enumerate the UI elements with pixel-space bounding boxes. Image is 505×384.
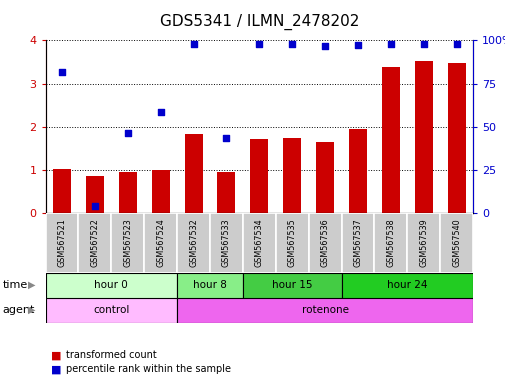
- Text: agent: agent: [3, 305, 35, 315]
- Text: percentile rank within the sample: percentile rank within the sample: [66, 364, 230, 374]
- Text: time: time: [3, 280, 28, 290]
- Point: [452, 41, 460, 47]
- Bar: [111, 213, 144, 273]
- Bar: [217, 172, 235, 213]
- Text: GSM567534: GSM567534: [255, 218, 263, 267]
- Text: GSM567538: GSM567538: [386, 218, 394, 267]
- Bar: [407, 213, 439, 273]
- Text: GSM567522: GSM567522: [90, 218, 99, 267]
- Point: [287, 41, 295, 47]
- Bar: [184, 134, 202, 213]
- Text: GSM567532: GSM567532: [189, 218, 197, 267]
- Bar: [275, 213, 308, 273]
- Point: [58, 69, 66, 75]
- Bar: [447, 63, 465, 213]
- Bar: [78, 213, 111, 273]
- Bar: [45, 298, 177, 323]
- Bar: [283, 138, 300, 213]
- Point: [157, 109, 165, 115]
- Text: GSM567539: GSM567539: [419, 218, 427, 267]
- Bar: [86, 175, 104, 213]
- Text: hour 8: hour 8: [193, 280, 226, 290]
- Text: GSM567524: GSM567524: [156, 218, 165, 267]
- Bar: [308, 213, 341, 273]
- Text: ■: ■: [50, 364, 61, 374]
- Bar: [210, 213, 242, 273]
- Text: GSM567533: GSM567533: [222, 218, 230, 267]
- Bar: [374, 213, 407, 273]
- Text: hour 15: hour 15: [271, 280, 312, 290]
- Point: [386, 41, 394, 47]
- Bar: [348, 129, 366, 213]
- Point: [90, 203, 98, 209]
- Bar: [242, 273, 341, 298]
- Bar: [316, 142, 333, 213]
- Bar: [119, 172, 136, 213]
- Bar: [341, 213, 374, 273]
- Text: hour 0: hour 0: [94, 280, 128, 290]
- Bar: [177, 273, 242, 298]
- Bar: [152, 170, 169, 213]
- Point: [419, 41, 427, 47]
- Text: GSM567537: GSM567537: [353, 218, 362, 267]
- Bar: [439, 213, 472, 273]
- Text: GSM567521: GSM567521: [58, 218, 66, 267]
- Text: hour 24: hour 24: [386, 280, 427, 290]
- Bar: [144, 213, 177, 273]
- Bar: [177, 213, 210, 273]
- Text: transformed count: transformed count: [66, 350, 156, 360]
- Point: [320, 43, 328, 49]
- Text: ▶: ▶: [28, 280, 35, 290]
- Point: [123, 130, 131, 136]
- Text: GSM567523: GSM567523: [123, 218, 132, 267]
- Point: [353, 41, 361, 48]
- Text: GDS5341 / ILMN_2478202: GDS5341 / ILMN_2478202: [159, 13, 359, 30]
- Bar: [45, 273, 177, 298]
- Bar: [341, 273, 472, 298]
- Point: [255, 41, 263, 47]
- Text: GSM567536: GSM567536: [320, 218, 329, 267]
- Point: [189, 41, 197, 47]
- Bar: [381, 67, 399, 213]
- Text: GSM567540: GSM567540: [451, 218, 460, 267]
- Text: ▶: ▶: [28, 305, 35, 315]
- Bar: [53, 169, 71, 213]
- Text: control: control: [93, 305, 129, 315]
- Bar: [242, 213, 275, 273]
- Bar: [45, 213, 78, 273]
- Text: rotenone: rotenone: [301, 305, 348, 315]
- Point: [222, 135, 230, 141]
- Bar: [414, 61, 432, 213]
- Bar: [177, 298, 472, 323]
- Bar: [250, 139, 268, 213]
- Text: GSM567535: GSM567535: [287, 218, 296, 267]
- Text: ■: ■: [50, 350, 61, 360]
